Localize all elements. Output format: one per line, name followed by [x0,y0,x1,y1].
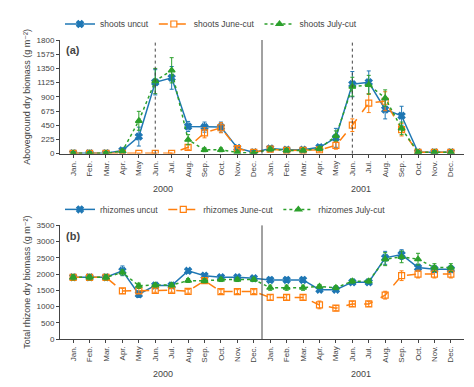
svg-text:Nov.: Nov. [233,346,242,362]
svg-text:Mar.: Mar. [102,346,111,362]
svg-text:Apr.: Apr. [118,161,127,175]
svg-text:0: 0 [50,149,55,158]
svg-text:Aug.: Aug. [184,346,193,362]
svg-text:3000: 3000 [37,237,55,246]
svg-text:Apr.: Apr. [315,346,324,360]
svg-text:Jan.: Jan. [69,346,78,361]
svg-text:Apr.: Apr. [315,161,324,175]
svg-text:Sep.: Sep. [397,161,406,177]
svg-text:Jan.: Jan. [266,161,275,176]
svg-text:Jan.: Jan. [69,161,78,176]
svg-text:Dec.: Dec. [446,346,455,362]
svg-text:Jul.: Jul. [364,346,373,358]
svg-text:Jan.: Jan. [266,346,275,361]
svg-text:Total rhizone dry biomass (g m: Total rhizone dry biomass (g m⁻²) [22,216,32,349]
svg-text:(a): (a) [66,44,80,56]
svg-text:1575: 1575 [37,50,55,59]
svg-text:Jun.: Jun. [151,346,160,361]
svg-text:1125: 1125 [37,78,55,87]
svg-text:Aug.: Aug. [381,161,390,177]
svg-text:Apr.: Apr. [118,346,127,360]
svg-text:2000: 2000 [37,270,55,279]
svg-text:1350: 1350 [37,64,55,73]
svg-text:rhizomes July-cut: rhizomes July-cut [318,205,385,215]
svg-text:225: 225 [41,135,55,144]
svg-text:Mar.: Mar. [102,161,111,177]
svg-text:Feb.: Feb. [85,346,94,362]
svg-text:Jul.: Jul. [167,161,176,173]
svg-text:500: 500 [41,319,55,328]
svg-text:Jun.: Jun. [348,161,357,176]
svg-text:Feb.: Feb. [282,346,291,362]
svg-text:shoots July-cut: shoots July-cut [299,19,356,29]
svg-text:1500: 1500 [37,286,55,295]
svg-text:shoots June-cut: shoots June-cut [194,19,255,29]
svg-text:Nov.: Nov. [233,161,242,177]
svg-text:0: 0 [50,335,55,344]
svg-text:2000: 2000 [153,184,173,194]
svg-text:Dec.: Dec. [446,161,455,177]
svg-text:1800: 1800 [37,36,55,45]
svg-text:3500: 3500 [37,221,55,230]
svg-text:Nov.: Nov. [430,346,439,362]
svg-text:Dec.: Dec. [249,346,258,362]
svg-text:Jun.: Jun. [151,161,160,176]
svg-text:Sep.: Sep. [200,161,209,177]
svg-text:(b): (b) [66,230,80,242]
svg-text:May: May [134,346,143,361]
svg-text:Mar.: Mar. [299,161,308,177]
svg-text:Oct.: Oct. [414,161,423,176]
svg-text:Aboveground dry biomass (g m⁻²: Aboveground dry biomass (g m⁻²) [22,29,32,165]
svg-text:rhizomes June-cut: rhizomes June-cut [203,205,273,215]
svg-text:Jun.: Jun. [348,346,357,361]
svg-text:Jul.: Jul. [364,161,373,173]
svg-text:Oct.: Oct. [217,346,226,361]
svg-text:Nov.: Nov. [430,161,439,177]
svg-text:Dec.: Dec. [249,161,258,177]
svg-text:1000: 1000 [37,302,55,311]
svg-text:2001: 2001 [351,369,371,379]
svg-text:2000: 2000 [153,369,173,379]
svg-text:Sep.: Sep. [397,346,406,362]
svg-text:Aug.: Aug. [184,161,193,177]
svg-text:Mar.: Mar. [299,346,308,362]
svg-text:May: May [332,346,341,361]
svg-text:May: May [134,161,143,176]
svg-text:675: 675 [41,107,55,116]
svg-text:May: May [332,161,341,176]
svg-text:rhizomes uncut: rhizomes uncut [100,205,158,215]
svg-text:Jul.: Jul. [167,346,176,358]
svg-text:Sep.: Sep. [200,346,209,362]
svg-text:Aug.: Aug. [381,346,390,362]
svg-text:Feb.: Feb. [85,161,94,177]
svg-text:2001: 2001 [351,184,371,194]
svg-text:shoots uncut: shoots uncut [100,19,149,29]
svg-text:900: 900 [41,93,55,102]
svg-text:Oct.: Oct. [414,346,423,361]
svg-text:450: 450 [41,121,55,130]
svg-text:2500: 2500 [37,254,55,263]
svg-text:Oct.: Oct. [217,161,226,176]
svg-text:Feb.: Feb. [282,161,291,177]
